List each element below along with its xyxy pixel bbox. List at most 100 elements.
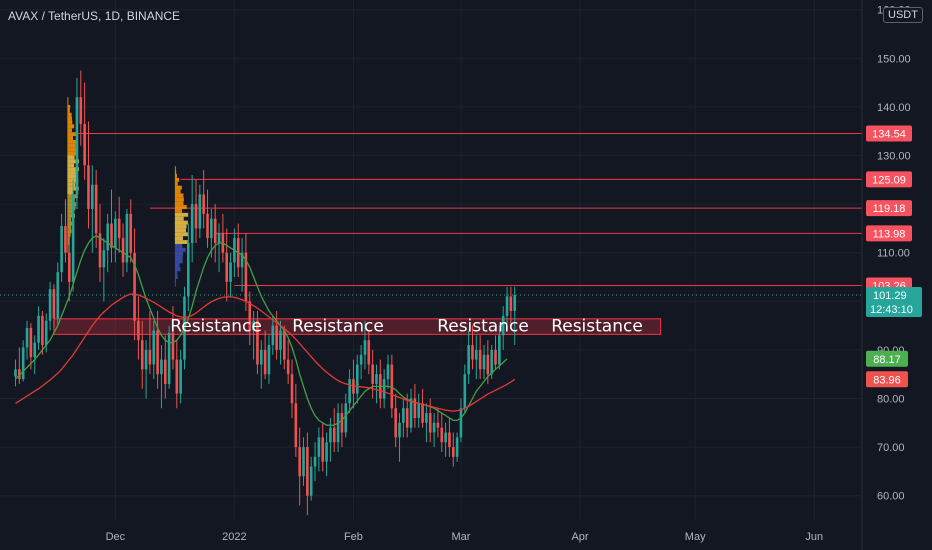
candle-body <box>494 349 497 365</box>
candle-body <box>432 422 436 433</box>
candle-body <box>67 252 71 282</box>
profile-bar <box>174 240 188 244</box>
candle-body <box>163 359 167 384</box>
profile-bar <box>67 198 75 203</box>
time-tick-label: Mar <box>451 531 470 543</box>
candle-body <box>206 213 209 239</box>
candle-body <box>98 233 102 268</box>
candle-body <box>152 330 156 365</box>
candle-body <box>210 218 213 239</box>
ma-value-text: 83.96 <box>873 374 901 386</box>
candle-body <box>140 340 144 370</box>
profile-bar <box>67 174 78 179</box>
candle-body <box>33 342 37 358</box>
ma-value-tag <box>866 350 908 367</box>
candle-body <box>83 123 86 166</box>
candle-body <box>60 225 63 273</box>
candle-body <box>194 204 198 229</box>
candle-body <box>21 347 25 380</box>
candle-body <box>436 422 440 428</box>
candle-body <box>167 332 171 384</box>
time-tick-label: Dec <box>106 531 126 543</box>
profile-bar <box>67 159 80 164</box>
candle-body <box>463 374 467 409</box>
candle-body <box>279 330 282 350</box>
resistance-zone-labels: Resistance Resistance Resistance Resistance <box>170 316 643 336</box>
candle-body <box>41 315 44 346</box>
profile-bar <box>67 101 69 105</box>
candle-body <box>79 97 83 124</box>
candle-body <box>386 364 390 380</box>
candle-body <box>25 328 29 348</box>
candle-body <box>125 213 129 263</box>
profile-bar <box>67 155 75 160</box>
price-tick-label: 70.00 <box>877 442 905 454</box>
candle-body <box>290 374 294 404</box>
symbol-title[interactable]: AVAX / TetherUS, 1D, BINANCE <box>8 9 181 23</box>
candle-body <box>390 364 394 409</box>
candle-body <box>498 335 501 365</box>
ma-value-tag <box>866 371 908 388</box>
candle-body <box>91 184 94 209</box>
profile-bar <box>174 220 188 225</box>
ma-value-text: 88.17 <box>873 354 901 366</box>
price-tick-label: 130.00 <box>877 151 911 163</box>
profile-bar <box>174 224 187 229</box>
profile-bar <box>67 97 69 102</box>
time-tick-label: May <box>685 531 706 543</box>
candle-body <box>44 320 48 346</box>
candle-body <box>444 432 447 443</box>
profile-bar <box>67 248 69 253</box>
price-axis[interactable]: 60.0070.0080.0090.00100.00110.00120.0013… <box>861 0 911 550</box>
candle-body <box>286 359 290 375</box>
resistance-label: Resistance <box>437 316 529 336</box>
moving-averages <box>15 234 516 426</box>
profile-bar <box>67 190 74 195</box>
resistance-label: Resistance <box>292 316 384 336</box>
candle-body <box>114 218 117 248</box>
candle-body <box>409 398 413 428</box>
ma-slow-line <box>15 293 516 412</box>
candle-body <box>451 447 455 457</box>
candle-body <box>37 315 40 343</box>
candle-body <box>405 408 409 428</box>
candle-body <box>367 340 371 365</box>
profile-bar <box>67 128 72 133</box>
profile-bar <box>67 116 72 121</box>
candle-body <box>110 223 113 248</box>
candle-body <box>190 204 194 243</box>
candle-body <box>294 403 298 448</box>
candle-body <box>344 403 348 433</box>
profile-bar <box>67 213 76 218</box>
profile-bar <box>67 151 78 156</box>
candle-body <box>202 194 205 214</box>
profile-bar <box>67 221 74 226</box>
profile-bar <box>67 143 76 148</box>
profile-bar <box>67 112 72 117</box>
candle-body <box>317 437 321 457</box>
candle-body <box>440 427 444 443</box>
currency-button[interactable]: USDT <box>883 7 923 23</box>
profile-bar <box>174 251 184 256</box>
candle-body <box>271 325 275 346</box>
candle-body <box>355 364 359 394</box>
profile-bar <box>67 132 76 137</box>
profile-bar <box>174 177 180 182</box>
profile-bar <box>174 201 184 206</box>
candle-body <box>240 252 244 268</box>
profile-bar <box>174 282 176 287</box>
profile-bar <box>67 244 69 249</box>
candle-body <box>340 413 344 433</box>
candle-body <box>417 403 421 418</box>
candle-body <box>64 225 67 253</box>
candle-body <box>267 345 271 375</box>
price-tick-label: 80.00 <box>877 394 905 406</box>
candle-body <box>248 301 252 331</box>
time-axis[interactable]: Dec 2022 Feb Mar Apr May Jun <box>106 531 824 543</box>
candle-body <box>413 398 417 418</box>
candle-body <box>117 218 121 239</box>
candle-body <box>486 354 490 375</box>
candle-body <box>313 456 317 467</box>
profile-bar <box>67 139 77 144</box>
